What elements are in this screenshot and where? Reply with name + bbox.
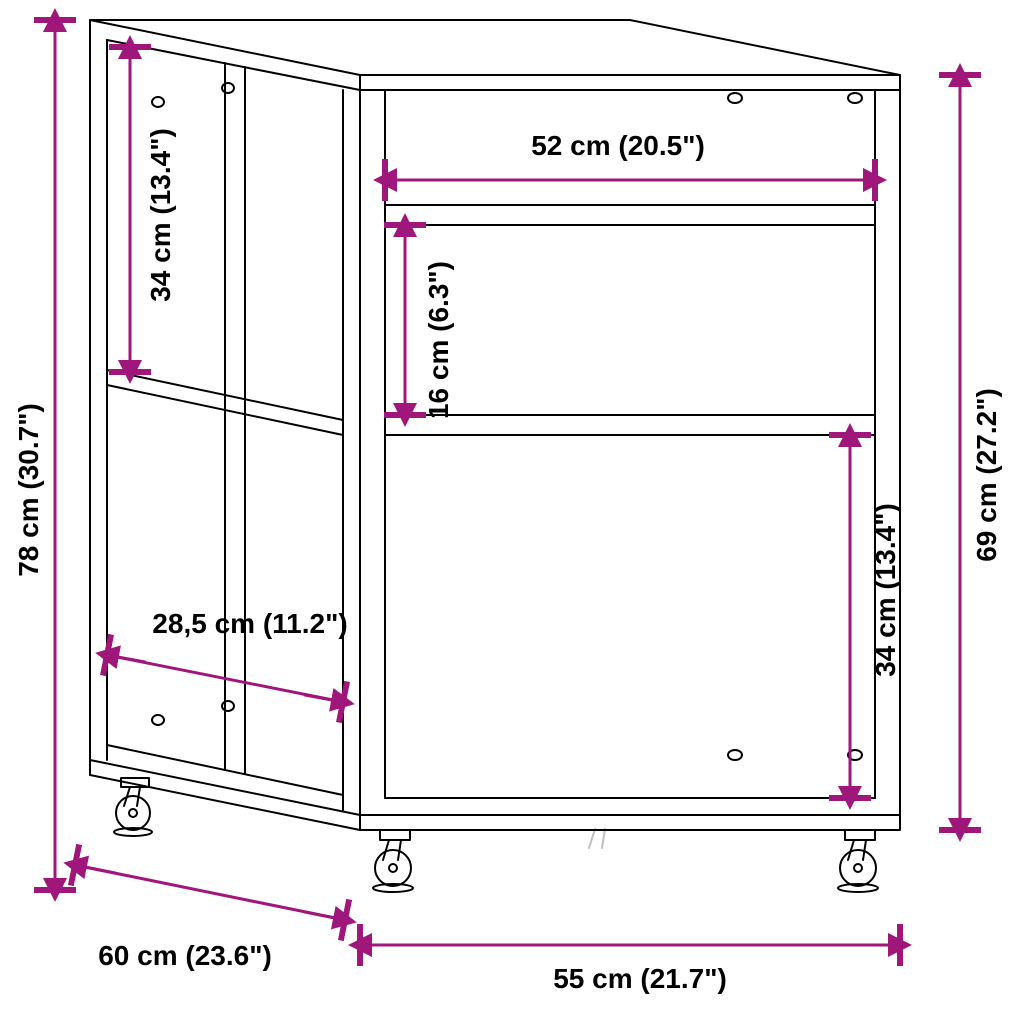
label-body-height: 69 cm (27.2") <box>971 388 1002 562</box>
label-bottom-inner: 34 cm (13.4") <box>870 503 901 677</box>
label-total-height: 78 cm (30.7") <box>13 403 44 577</box>
casters <box>114 778 878 892</box>
holes <box>152 83 862 760</box>
label-side-lower: 28,5 cm (11.2") <box>152 608 347 639</box>
label-shelf-gap: 16 cm (6.3") <box>423 261 454 419</box>
dimension-diagram: 78 cm (30.7") 69 cm (27.2") 55 cm (21.7"… <box>0 0 1009 1020</box>
label-depth: 60 cm (23.6") <box>98 940 272 971</box>
label-shelf-width: 52 cm (20.5") <box>531 130 705 161</box>
cabinet-outline <box>90 20 900 892</box>
label-width: 55 cm (21.7") <box>553 963 727 994</box>
dimension-labels: 78 cm (30.7") 69 cm (27.2") 55 cm (21.7"… <box>13 128 1002 994</box>
label-side-upper: 34 cm (13.4") <box>145 128 176 302</box>
dimension-lines <box>55 20 960 945</box>
